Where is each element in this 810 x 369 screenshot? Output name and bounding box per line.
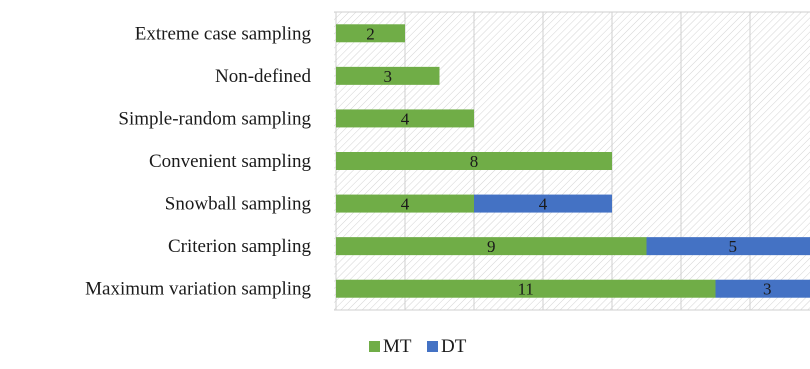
value-labels: 2 3 4 8 4 4 9 5 11 3 [366, 24, 771, 298]
data-label: 11 [518, 280, 534, 299]
bar-mt [336, 109, 474, 128]
bars [336, 24, 810, 298]
category-label: Simple-random sampling [118, 108, 311, 129]
bar-dt [646, 237, 810, 256]
bar-dt [474, 194, 612, 213]
category-labels: Extreme case sampling Non-defined Simple-r… [85, 23, 311, 299]
data-label: 5 [729, 237, 738, 256]
data-label: 9 [487, 237, 496, 256]
data-label: 4 [539, 195, 548, 214]
category-label: Extreme case sampling [135, 23, 312, 44]
data-label: 3 [763, 280, 772, 299]
bar-mt [336, 279, 716, 298]
bar-mt [336, 24, 405, 43]
legend-label-dt: DT [441, 336, 467, 357]
data-label: 8 [470, 152, 479, 171]
category-label: Non-defined [215, 66, 312, 87]
bar-dt [715, 279, 810, 298]
bar-mt [336, 194, 474, 213]
data-label: 4 [401, 195, 410, 214]
legend-swatch-dt [427, 341, 438, 352]
legend-swatch-mt [369, 341, 380, 352]
bar-mt [336, 237, 647, 256]
category-label: Criterion sampling [168, 236, 312, 257]
category-label: Maximum variation sampling [85, 279, 311, 300]
data-label: 3 [384, 67, 393, 86]
bar-mt [336, 66, 440, 85]
bar-mt [336, 152, 612, 170]
legend: MT DT [369, 336, 467, 357]
legend-label-mt: MT [383, 336, 412, 357]
category-label: Convenient sampling [149, 151, 312, 172]
category-label: Snowball sampling [165, 194, 312, 215]
data-label: 4 [401, 109, 410, 128]
data-label: 2 [366, 24, 375, 43]
